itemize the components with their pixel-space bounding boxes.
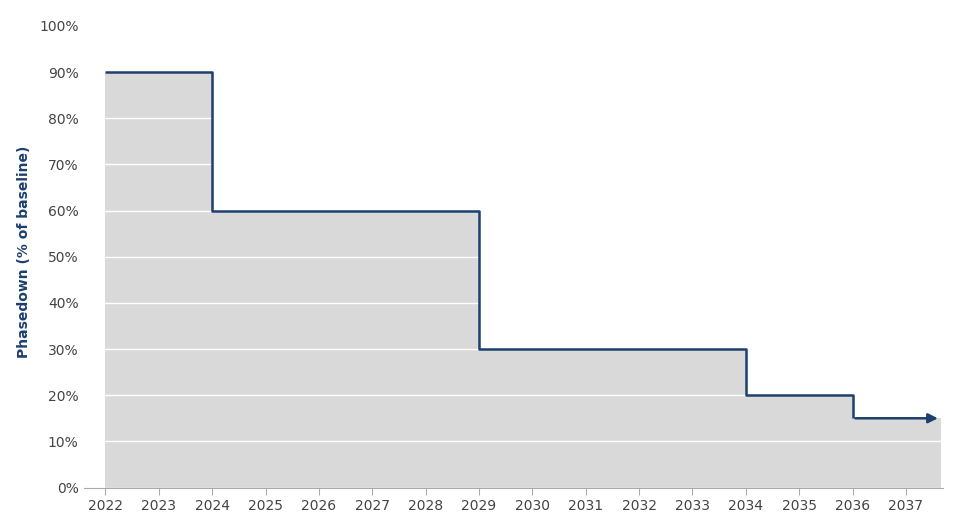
Y-axis label: Phasedown (% of baseline): Phasedown (% of baseline) — [16, 146, 31, 358]
Polygon shape — [106, 72, 941, 488]
